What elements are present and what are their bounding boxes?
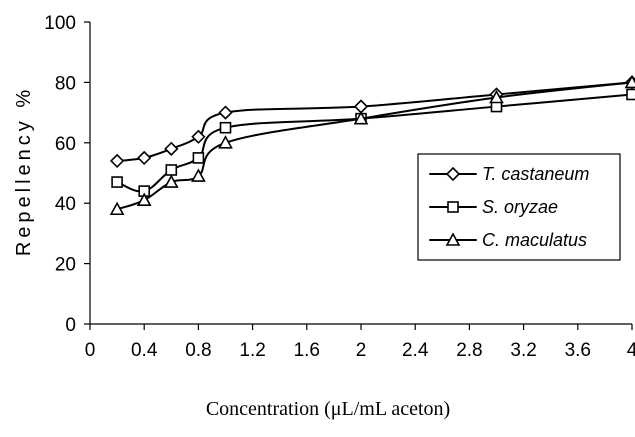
y-ticks: 0 20 40 60 80 100 xyxy=(44,13,90,336)
legend-item: T. castaneum xyxy=(429,164,589,184)
x-tick-label: 3.6 xyxy=(565,340,591,361)
data-point-triangle xyxy=(624,74,635,89)
x-tick-label: 0.4 xyxy=(131,340,158,361)
y-tick-label: 60 xyxy=(55,134,76,155)
x-tick-label: 2 xyxy=(356,340,367,361)
x-tick-label: 1.2 xyxy=(239,340,265,361)
x-tick-label: 0 xyxy=(85,340,96,361)
data-point-triangle xyxy=(353,110,369,125)
data-point-diamond xyxy=(353,99,369,114)
y-tick-label: 0 xyxy=(65,315,76,336)
axes: 0 20 40 60 80 100 0 0.4 0.8 1.2 1.6 2 2.4 2.8 3.2 3.6 4 xyxy=(44,13,635,361)
legend-item: S. oryzae xyxy=(429,197,558,217)
data-point-triangle xyxy=(136,192,152,206)
data-point-diamond xyxy=(109,153,125,169)
data-point-square xyxy=(192,152,205,164)
legend-label: C. maculatus xyxy=(482,230,587,250)
x-tick-label: 2.8 xyxy=(456,340,482,361)
y-axis-label: Repellency % xyxy=(13,86,35,256)
data-point-diamond xyxy=(137,150,152,166)
data-point-triangle xyxy=(218,135,233,149)
series-group xyxy=(109,74,635,216)
x-axis-label: Concentration (μL/mL aceton) xyxy=(206,398,450,420)
legend-item: C. maculatus xyxy=(429,230,587,250)
x-tick-label: 2.4 xyxy=(402,340,429,361)
data-point-triangle xyxy=(445,232,461,246)
y-tick-label: 100 xyxy=(44,13,76,34)
data-point-square xyxy=(111,176,123,188)
data-point-square xyxy=(219,121,232,134)
y-tick-label: 40 xyxy=(55,194,76,215)
series-line xyxy=(116,81,633,162)
data-point-triangle xyxy=(191,168,206,182)
data-point-diamond xyxy=(218,105,233,120)
legend-items: T. castaneum S. oryzae C. maculatus xyxy=(429,164,589,250)
legend-label: S. oryzae xyxy=(482,197,558,217)
x-ticks: 0 0.4 0.8 1.2 1.6 2 2.4 2.8 3.2 3.6 4 xyxy=(85,324,635,361)
series-triangle xyxy=(109,74,635,216)
data-point-square xyxy=(447,201,459,213)
data-point-triangle xyxy=(109,201,125,216)
data-point-square xyxy=(165,164,178,176)
x-tick-label: 3.2 xyxy=(510,340,536,361)
x-tick-label: 4 xyxy=(627,340,635,361)
y-tick-label: 20 xyxy=(55,255,76,276)
data-point-diamond xyxy=(445,166,461,182)
data-point-diamond xyxy=(164,141,179,156)
data-point-triangle xyxy=(489,89,504,104)
data-point-diamond xyxy=(191,129,206,144)
x-tick-label: 0.8 xyxy=(185,340,211,361)
legend-label: T. castaneum xyxy=(482,164,589,184)
legend: T. castaneum S. oryzae C. maculatus xyxy=(417,153,621,261)
data-point-triangle xyxy=(163,174,179,188)
y-tick-label: 80 xyxy=(55,73,76,94)
data-point-square xyxy=(626,88,635,101)
x-tick-label: 1.6 xyxy=(294,340,320,361)
